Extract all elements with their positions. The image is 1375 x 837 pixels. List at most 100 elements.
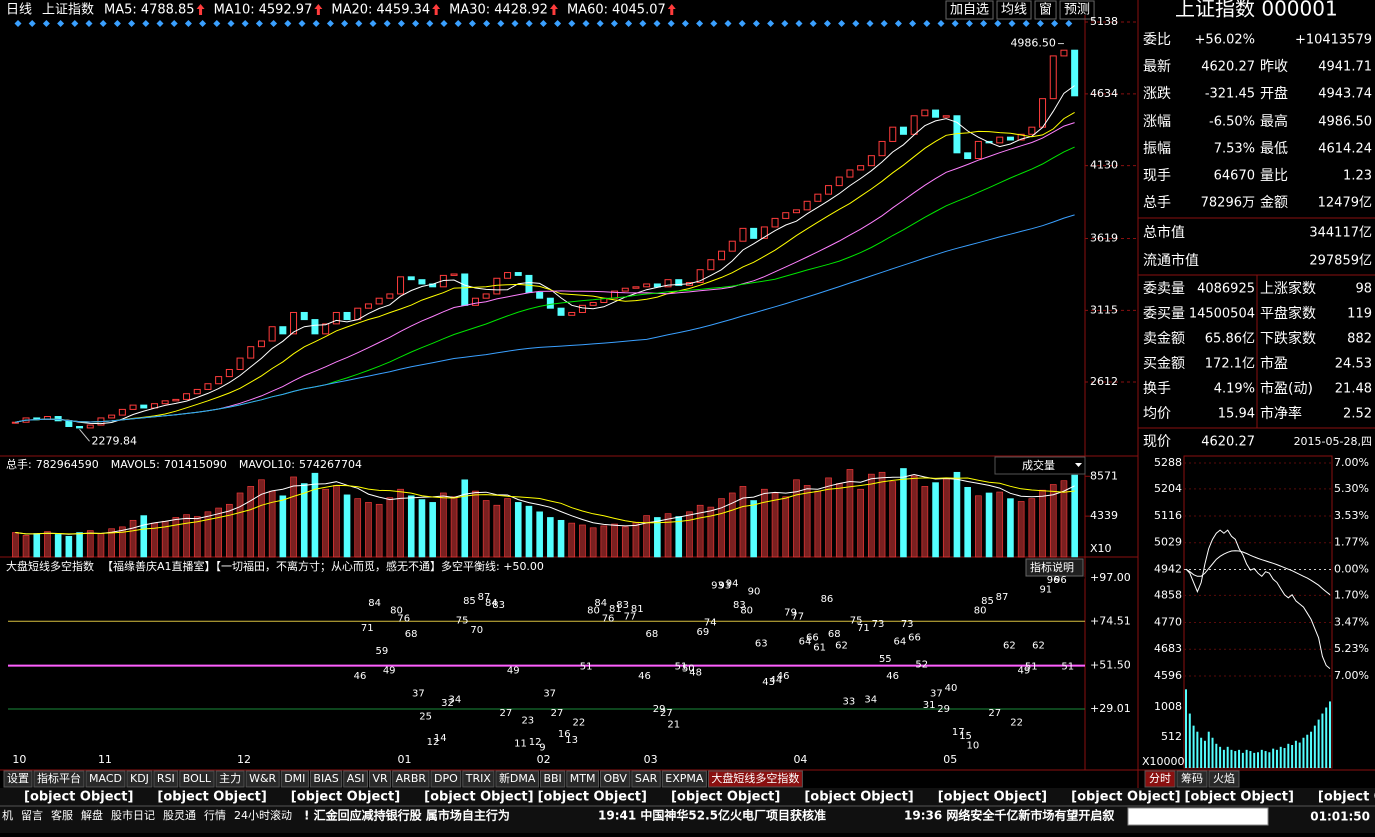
volume-bar: [108, 528, 115, 558]
tab[interactable]: [1176, 770, 1208, 788]
tab-label[interactable]: MACD: [89, 772, 122, 785]
tab[interactable]: [1208, 770, 1240, 788]
indicator-value: 77: [791, 611, 804, 622]
toolbar-button-frame[interactable]: [945, 0, 994, 20]
tab[interactable]: [495, 770, 539, 788]
tab-label[interactable]: EXPMA: [665, 772, 704, 785]
quote-value: 4614.24: [1318, 142, 1372, 157]
tab-label[interactable]: 新DMA: [499, 771, 536, 785]
tab[interactable]: [309, 770, 343, 788]
quote-value: 4941.71: [1318, 60, 1372, 75]
tab[interactable]: [661, 770, 707, 788]
signal-diamond: [610, 20, 618, 27]
tab[interactable]: [179, 770, 215, 788]
tab[interactable]: [599, 770, 631, 788]
selector[interactable]: [994, 456, 1086, 475]
candle: [343, 311, 351, 321]
toolbar-button-frame[interactable]: [1059, 0, 1095, 20]
tab[interactable]: [539, 770, 566, 788]
tab[interactable]: [392, 770, 430, 788]
tab[interactable]: [1144, 770, 1176, 788]
toolbar-button-frame[interactable]: [1034, 0, 1057, 20]
candle: [279, 326, 287, 335]
tab[interactable]: [280, 770, 309, 788]
toolbar-button[interactable]: 窗: [1039, 2, 1052, 18]
tab[interactable]: [430, 770, 462, 788]
tab-label[interactable]: W&R: [249, 772, 276, 785]
tab[interactable]: [215, 770, 245, 788]
tab-label[interactable]: MTM: [570, 772, 596, 785]
tab[interactable]: [368, 770, 392, 788]
tab-label[interactable]: 指标平台: [37, 771, 81, 785]
indicator-value: 77: [624, 611, 637, 622]
tab-label[interactable]: 设置: [7, 772, 29, 785]
tab[interactable]: [707, 770, 803, 788]
tab[interactable]: [462, 770, 495, 788]
help-button[interactable]: [1025, 558, 1084, 577]
indicator-value: 23: [521, 716, 534, 727]
tab-label[interactable]: KDJ: [130, 772, 149, 785]
tab-label[interactable]: DMI: [284, 772, 305, 785]
tab-label[interactable]: VR: [372, 772, 388, 785]
pct-label: 1.77%: [1334, 536, 1369, 549]
quote-label: 委比: [1143, 32, 1171, 48]
tab[interactable]: [85, 770, 126, 788]
tab-label[interactable]: OBV: [603, 772, 627, 785]
tab[interactable]: [126, 770, 153, 788]
candle: [204, 383, 212, 390]
tab[interactable]: [343, 770, 368, 788]
quote-value: 4943.74: [1318, 87, 1372, 102]
tab-label[interactable]: 主力: [219, 772, 241, 785]
tab[interactable]: [566, 770, 599, 788]
signal-diamond: [1051, 20, 1059, 27]
tab-label[interactable]: BBI: [543, 772, 561, 785]
up-arrow: [549, 4, 558, 15]
tab-label[interactable]: BIAS: [313, 772, 338, 785]
status-button[interactable]: 股灵通: [163, 809, 196, 822]
indicator-value: 80: [390, 606, 403, 617]
signal-diamond: [298, 20, 306, 27]
status-button[interactable]: 24小时滚动: [234, 808, 292, 822]
status-button[interactable]: 行情: [204, 809, 226, 822]
toolbar-button-frame[interactable]: [996, 0, 1032, 20]
status-button[interactable]: 留言: [21, 809, 43, 822]
signal-diamond: [894, 20, 902, 27]
tab-label[interactable]: SAR: [635, 772, 658, 785]
tab-label[interactable]: RSI: [157, 772, 175, 785]
tab[interactable]: [153, 770, 179, 788]
candle: [739, 227, 747, 242]
indicator-value: 80: [587, 606, 600, 617]
tab-label[interactable]: DPO: [434, 772, 458, 785]
tab[interactable]: [33, 770, 85, 788]
toolbar-button[interactable]: 预测: [1064, 3, 1090, 18]
tab-label[interactable]: TRIX: [465, 772, 492, 785]
tab-label[interactable]: ARBR: [396, 772, 427, 785]
tab[interactable]: [631, 770, 661, 788]
tab-label[interactable]: 火焰: [1213, 771, 1235, 785]
signal-diamond: [965, 20, 973, 27]
indicator-value: 49: [383, 665, 396, 676]
quote-label: 总手: [1143, 195, 1171, 211]
quote-label: 流通市值: [1143, 252, 1199, 269]
volume-bar: [236, 492, 244, 558]
indicator-value: 27: [660, 708, 673, 719]
tab[interactable]: [245, 770, 280, 788]
tab-label[interactable]: 筹码: [1181, 771, 1203, 785]
volume-bar: [429, 502, 436, 558]
toolbar-button[interactable]: 均线: [1001, 3, 1027, 18]
tab-label[interactable]: BOLL: [183, 772, 212, 785]
toolbar-button[interactable]: 加自选: [950, 3, 989, 18]
tab-label[interactable]: 分时: [1149, 772, 1171, 785]
tab[interactable]: [3, 770, 33, 788]
volume-bar: [857, 488, 864, 558]
status-button[interactable]: 客服: [51, 808, 73, 822]
status-button[interactable]: 解盘: [81, 808, 103, 822]
quote-label: 开盘: [1260, 85, 1288, 102]
candle: [546, 297, 554, 309]
search-box[interactable]: [1127, 807, 1269, 826]
status-button[interactable]: 机: [2, 808, 13, 822]
status-button[interactable]: 股市日记: [111, 808, 155, 822]
tab-label[interactable]: ASI: [347, 772, 365, 785]
tab-label[interactable]: 大盘短线多空指数: [711, 771, 799, 785]
